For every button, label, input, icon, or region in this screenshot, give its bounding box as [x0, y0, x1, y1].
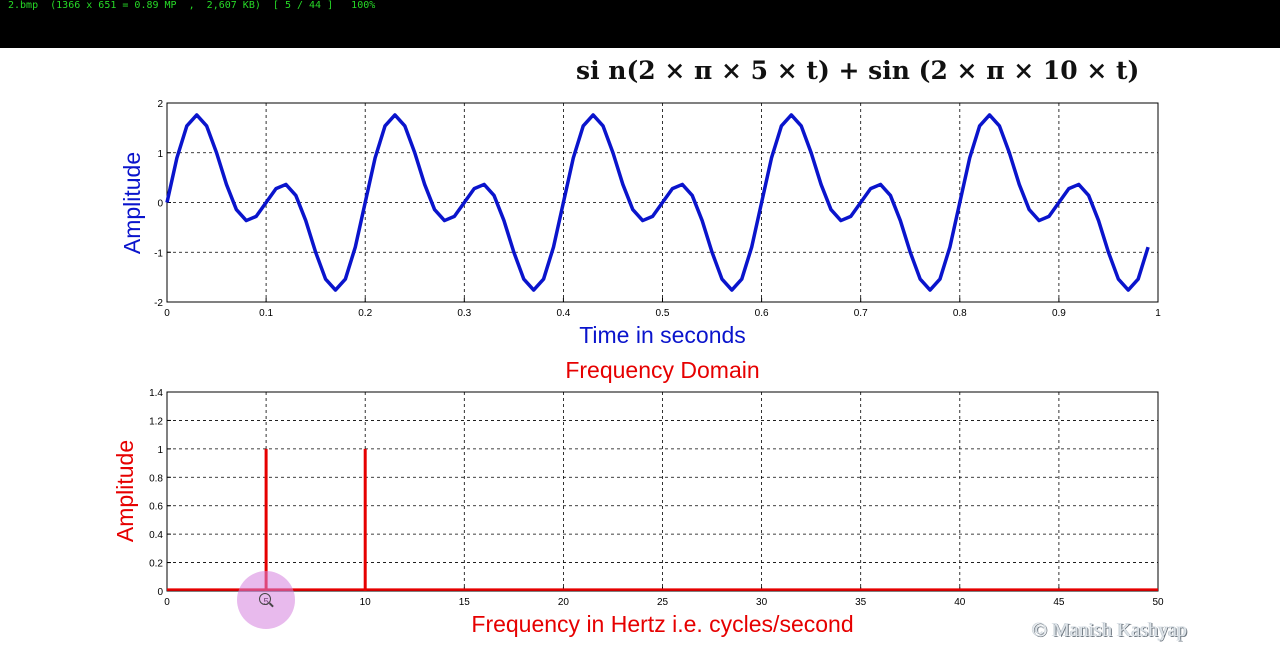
x-axis-label: Time in seconds: [579, 322, 746, 348]
y-tick-label: 0.2: [149, 559, 163, 570]
time-domain-plot: 0 0.1 0.2 0.3 0.4 0.5 0.6 0.7 0.8 0.9 1 -2 -1 0 1 2 Time…: [119, 99, 1161, 348]
frequency-domain-plot: 0510152025303540455000.20.40.60.811.21.4…: [112, 357, 1164, 637]
y-tick-label: 0.4: [149, 530, 163, 541]
y-tick-label: 1: [157, 445, 163, 456]
y-tick-label: 2: [157, 99, 163, 110]
y-axis-label: Amplitude: [119, 152, 145, 254]
x-tick-label: 0.5: [656, 308, 670, 319]
x-tick-label: 0.9: [1052, 308, 1066, 319]
y-tick-label: 1.2: [149, 416, 163, 427]
x-tick-label: 50: [1152, 597, 1164, 608]
x-tick-label: 20: [558, 597, 570, 608]
x-tick-label: 15: [459, 597, 471, 608]
chart-title: Frequency Domain: [565, 357, 759, 383]
y-axis-label: Amplitude: [112, 440, 138, 542]
x-tick-label: 45: [1053, 597, 1065, 608]
x-tick-label: 0.6: [755, 308, 769, 319]
y-tick-label: 1.4: [149, 388, 163, 399]
x-tick-label: 0.2: [358, 308, 372, 319]
x-axis-label: Frequency in Hertz i.e. cycles/second: [471, 611, 853, 637]
x-tick-label: 0.3: [457, 308, 471, 319]
x-tick-label: 0.4: [556, 308, 570, 319]
x-tick-label: 0: [164, 308, 170, 319]
y-tick-label: 0: [157, 587, 163, 598]
x-tick-label: 25: [657, 597, 669, 608]
signal-formula: si n(2 × π × 5 × t) + sin (2 × π × 10 × …: [576, 56, 1140, 85]
author-watermark: © Manish Kashyap: [1032, 619, 1188, 641]
viewer-title-bar: 2.bmp (1366 x 651 = 0.89 MP , 2,607 KB) …: [0, 0, 1280, 48]
y-tick-label: 0: [157, 199, 163, 210]
x-tick-label: 10: [360, 597, 372, 608]
x-tick-label: 30: [756, 597, 768, 608]
y-tick-label: -2: [154, 298, 163, 309]
zoom-icon: [259, 593, 271, 605]
viewer-status-text: 2.bmp (1366 x 651 = 0.89 MP , 2,607 KB) …: [8, 0, 376, 11]
x-tick-label: 40: [954, 597, 966, 608]
x-tick-label: 35: [855, 597, 867, 608]
y-tick-label: 1: [157, 149, 163, 160]
time-series-line: [165, 113, 1150, 292]
x-tick-label: 0.8: [953, 308, 967, 319]
x-tick-label: 0.1: [259, 308, 273, 319]
y-tick-label: -1: [154, 248, 163, 259]
y-tick-label: 0.8: [149, 473, 163, 484]
x-tick-label: 0.7: [854, 308, 868, 319]
x-tick-label: 0: [164, 597, 170, 608]
x-tick-label: 1: [1155, 308, 1161, 319]
magnifier-cursor: [237, 571, 295, 629]
y-tick-label: 0.6: [149, 502, 163, 513]
